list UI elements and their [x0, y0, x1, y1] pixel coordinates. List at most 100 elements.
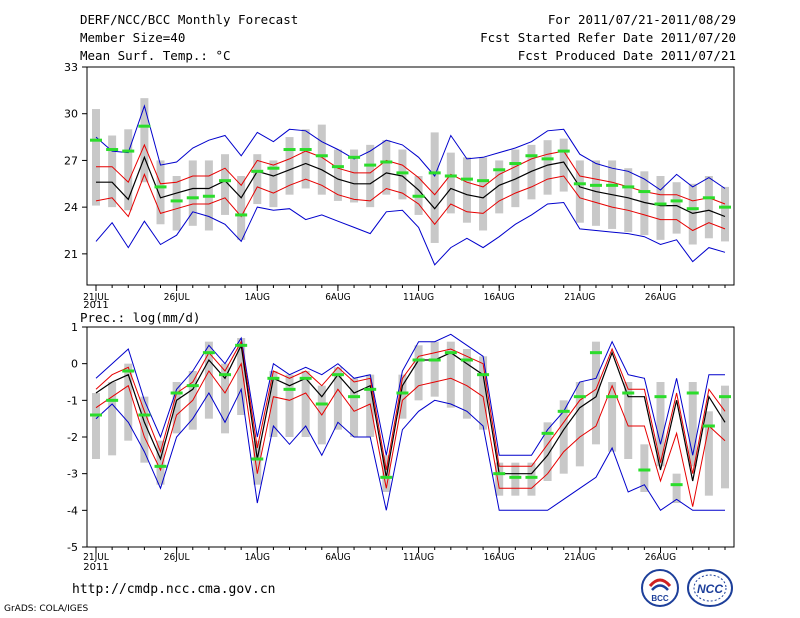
bcc-logo: BCC — [641, 569, 679, 607]
spread-box — [382, 455, 391, 492]
spread-box — [688, 183, 697, 245]
lower-sigma-line — [95, 173, 726, 232]
spread-box — [156, 160, 165, 225]
ensemble-mean-line — [95, 343, 726, 482]
spread-box — [301, 129, 310, 189]
spread-box — [624, 168, 633, 233]
spread-box — [317, 124, 326, 195]
spread-box — [704, 411, 713, 496]
upper-sigma-line — [95, 340, 726, 474]
x-tick-label: 21JUL — [83, 292, 109, 303]
y-tick-label: 24 — [64, 201, 78, 214]
spread-box — [511, 149, 520, 208]
spread-box — [92, 393, 100, 459]
x-tick-label: 16AUG — [484, 552, 515, 563]
spread-box — [527, 462, 536, 496]
spread-box — [366, 144, 375, 208]
x-tick-label: 21AUG — [564, 292, 595, 303]
spread-box — [253, 440, 262, 485]
spread-box — [398, 149, 407, 200]
y-tick-label: 27 — [64, 154, 78, 167]
spread-box — [333, 149, 342, 201]
spread-box — [559, 138, 568, 192]
spread-box — [575, 382, 584, 467]
refer-date: Fcst Started Refer Date 2011/07/20 — [480, 30, 736, 45]
spread-box — [124, 363, 133, 441]
x-tick-label: 26AUG — [645, 292, 676, 303]
y-tick-label: -1 — [67, 394, 78, 407]
forecast-period: For 2011/07/21-2011/08/29 — [547, 12, 736, 27]
x-tick-label: 6AUG — [325, 292, 350, 303]
source-url[interactable]: http://cmdp.ncc.cma.gov.cn — [72, 582, 276, 597]
chart-title: DERF/NCC/BCC Monthly Forecast — [80, 12, 299, 27]
spread-box — [221, 363, 230, 434]
spread-box — [462, 349, 471, 419]
x-tick-label: 11AUG — [403, 292, 434, 303]
spread-box — [301, 371, 310, 437]
x-tick-label: 26JUL — [164, 292, 190, 303]
y-tick-label: 21 — [64, 248, 78, 261]
max-envelope-line — [95, 104, 726, 191]
x-year-label: 2011 — [83, 300, 108, 311]
spread-box — [108, 382, 117, 456]
spread-box — [382, 140, 391, 195]
spread-box — [511, 462, 520, 496]
spread-box — [640, 171, 649, 236]
spread-box — [269, 160, 278, 208]
spread-box — [204, 341, 213, 419]
panel-temperature: 21 24 27 30 33 21JUL 26JUL 1AUG 6AUG 11AUG 16AUG 21… — [64, 61, 735, 311]
y-tick-label: 1 — [71, 321, 78, 334]
spread-box — [269, 371, 278, 437]
upper-sigma-line — [96, 143, 726, 205]
spread-box — [350, 378, 359, 437]
spread-box — [430, 341, 439, 397]
y-tick-label: -5 — [67, 541, 78, 554]
spread-box — [672, 473, 681, 503]
spread-box — [591, 341, 600, 445]
spread-box — [624, 382, 633, 459]
spread-box — [172, 382, 181, 434]
lower-sigma-line — [95, 362, 726, 507]
member-size: Member Size=40 — [80, 30, 186, 45]
variable-label: Mean Surf. Temp.: °C — [80, 48, 231, 63]
x-year-label: 2011 — [83, 562, 108, 573]
spread-box — [672, 182, 681, 234]
spread-box — [108, 135, 117, 208]
y-tick-label: -3 — [67, 468, 78, 481]
spread-box — [92, 109, 100, 206]
spread-box — [704, 176, 713, 239]
y-tick-label: 33 — [64, 61, 78, 74]
spread-box — [446, 152, 455, 214]
spread-box — [285, 137, 294, 195]
spread-box — [721, 385, 729, 489]
spread-box — [656, 176, 665, 240]
min-envelope-line — [95, 387, 725, 512]
plot-frame — [86, 66, 735, 286]
produced-date: Fcst Produced Date 2011/07/21 — [517, 48, 736, 63]
spread-box — [559, 400, 568, 474]
spread-box — [575, 160, 584, 223]
spread-box — [608, 382, 617, 452]
spread-box — [543, 140, 552, 195]
x-tick-label: 16AUG — [484, 292, 515, 303]
spread-box — [398, 374, 407, 419]
bcc-logo-text: BCC — [651, 594, 669, 603]
plot-frame — [86, 326, 735, 548]
spread-box — [350, 149, 359, 203]
spread-box — [253, 154, 262, 205]
x-tick-label: 21JUL — [83, 552, 109, 563]
spread-box — [414, 345, 423, 401]
spread-box — [640, 444, 649, 492]
spread-box — [285, 374, 294, 437]
spread-box — [479, 356, 488, 430]
x-tick-label: 26AUG — [645, 552, 676, 563]
panel-precipitation: -5 -4 -3 -2 -1 0 1 21JUL 26JUL 1AUG 6AUG 11AUG 16AUG… — [67, 310, 735, 573]
spread-box — [237, 176, 246, 240]
spread-box — [430, 132, 439, 243]
precip-title: Prec.: log(mm/d) — [80, 310, 200, 325]
spread-box — [495, 462, 504, 496]
x-tick-label: 11AUG — [403, 552, 434, 563]
spread-box — [479, 157, 488, 231]
spread-box — [140, 396, 149, 463]
